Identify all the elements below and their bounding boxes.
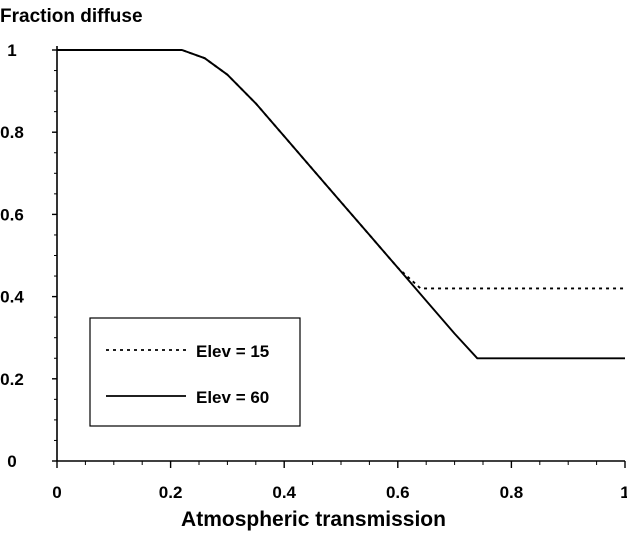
x-tick-label: 0.8 xyxy=(500,483,524,502)
series-group xyxy=(57,49,625,360)
y-tick-label: 0.2 xyxy=(0,370,24,389)
x-tick-label: 1 xyxy=(620,483,627,502)
y-tick-label: 0.4 xyxy=(0,288,24,307)
x-axis-title: Atmospheric transmission xyxy=(181,508,446,531)
x-tick-label: 0 xyxy=(52,483,61,502)
x-tick-label: 0.2 xyxy=(159,483,183,502)
y-axis-title: Fraction diffuse xyxy=(0,6,143,27)
legend-box xyxy=(89,317,301,427)
y-tick-label: 1 xyxy=(7,41,16,60)
x-tick-label: 0.4 xyxy=(272,483,296,502)
series-line-elev-15 xyxy=(57,49,625,290)
legend-label-elev15: Elev = 15 xyxy=(196,342,269,361)
axes: 0 0.2 0.4 0.6 0.8 1 0 0.2 0.4 0.6 0.8 1 xyxy=(0,41,627,502)
legend: Elev = 15 Elev = 60 xyxy=(89,317,301,427)
legend-label-elev60: Elev = 60 xyxy=(196,388,269,407)
y-tick-label: 0.6 xyxy=(0,205,24,224)
series-line-elev-60 xyxy=(57,49,625,360)
y-tick-label: 0 xyxy=(7,452,16,471)
y-tick-label: 0.8 xyxy=(0,123,24,142)
x-tick-label: 0.6 xyxy=(386,483,410,502)
